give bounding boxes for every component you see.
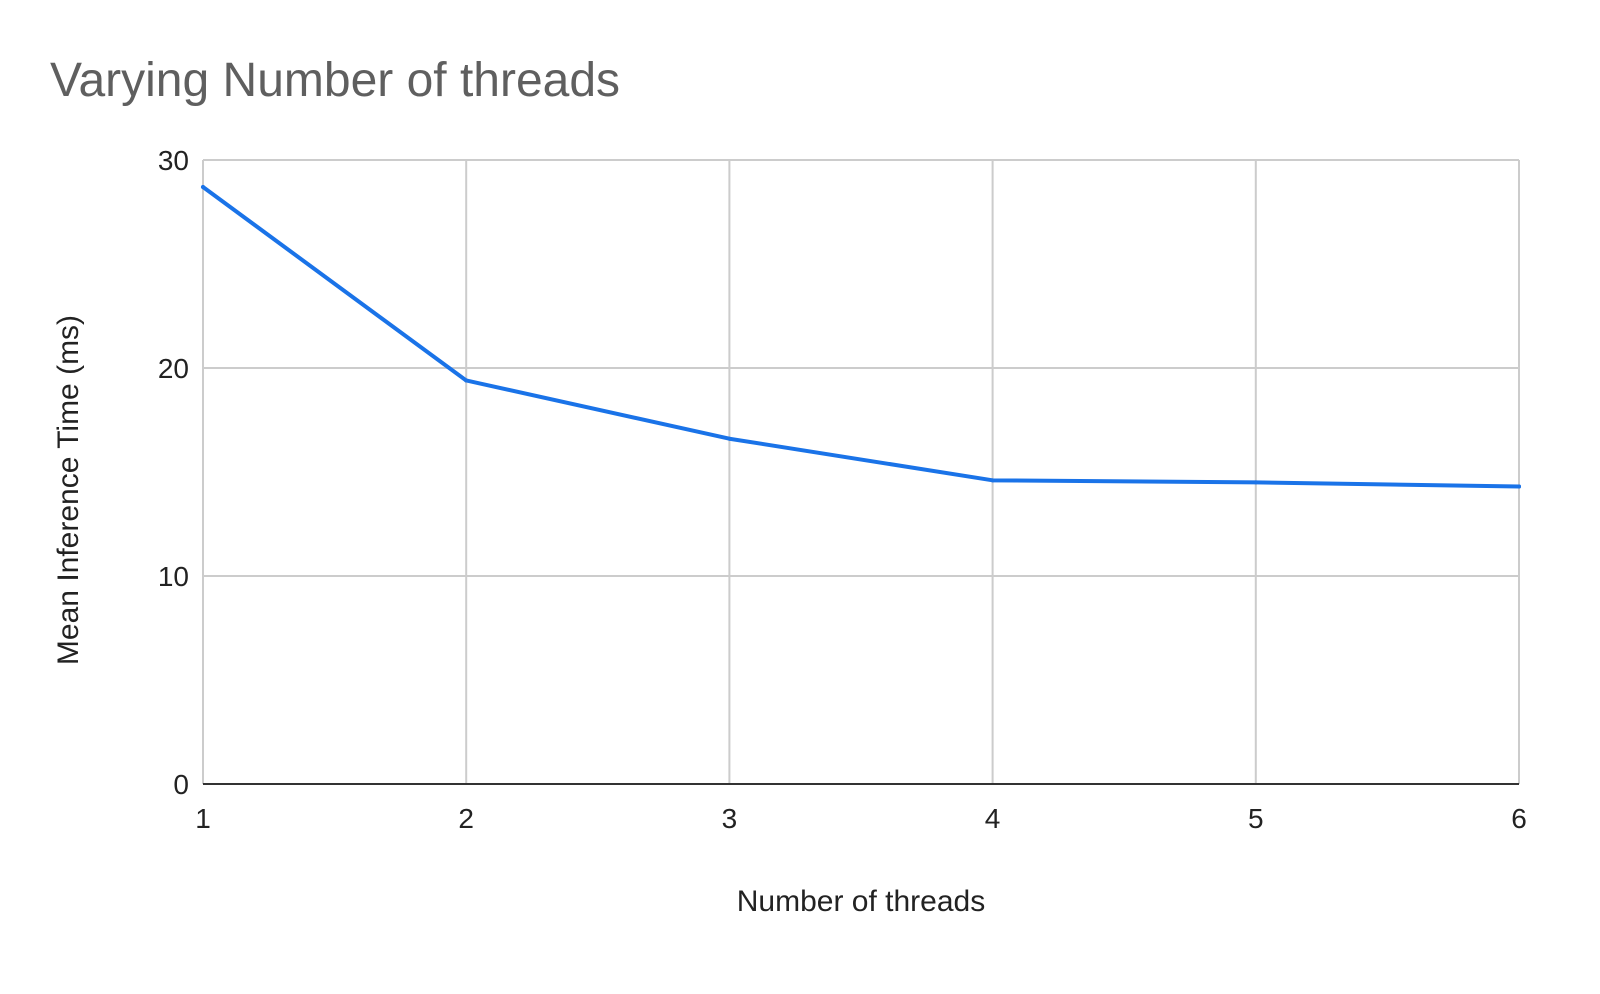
x-tick-label: 2 (458, 803, 474, 834)
x-tick-label: 3 (722, 803, 738, 834)
y-axis-ticks: 0 10 20 30 (158, 145, 189, 800)
y-tick-label: 20 (158, 353, 189, 384)
y-axis-label: Mean Inference Time (ms) (52, 315, 85, 665)
data-point (727, 436, 732, 441)
x-tick-label: 4 (985, 803, 1001, 834)
y-tick-label: 0 (173, 769, 189, 800)
series-layer (201, 185, 1521, 489)
data-point (1253, 480, 1258, 485)
x-tick-label: 1 (195, 803, 211, 834)
x-tick-label: 5 (1248, 803, 1264, 834)
data-point (464, 378, 469, 383)
series-line (201, 185, 1521, 489)
chart-title: Varying Number of threads (50, 54, 620, 107)
x-axis-ticks: 1 2 3 4 5 6 (195, 803, 1527, 834)
y-tick-label: 10 (158, 561, 189, 592)
data-point (1517, 484, 1521, 489)
data-point (201, 185, 205, 190)
y-tick-label: 30 (158, 145, 189, 176)
gridlines (202, 159, 1520, 784)
x-axis-label: Number of threads (737, 885, 985, 918)
data-point (990, 478, 995, 483)
x-tick-label: 6 (1511, 803, 1527, 834)
